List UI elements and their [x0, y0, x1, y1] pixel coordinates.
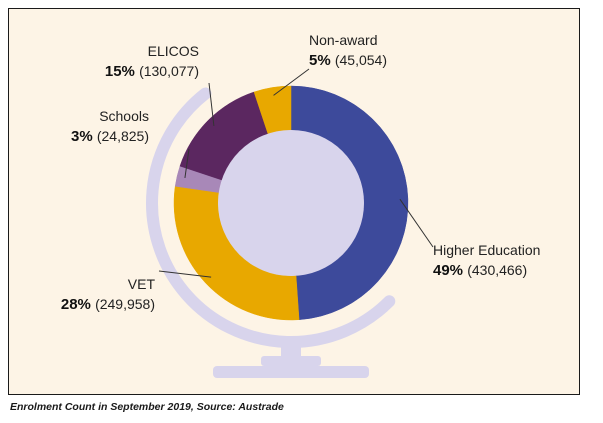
leader-line-elicos	[208, 82, 215, 127]
label-count-higher-education: (430,466)	[467, 262, 527, 278]
donut-slices	[173, 85, 409, 321]
label-count-vet: (249,958)	[95, 296, 155, 312]
leader-line-non-award	[273, 68, 310, 96]
globe-meridian-arc	[146, 87, 396, 348]
chart-frame: Higher Education 49% (430,466) VET 28% (249…	[8, 8, 580, 395]
label-name-schools: Schools	[99, 108, 149, 124]
label-name-higher-education: Higher Education	[433, 242, 540, 258]
leader-line-schools	[184, 148, 190, 178]
leader-line-vet	[158, 270, 212, 278]
label-value-elicos: 15% (130,077)	[105, 63, 199, 80]
label-value-higher-education: 49% (430,466)	[433, 262, 527, 279]
globe-neck	[261, 356, 321, 366]
label-name-elicos: ELICOS	[148, 43, 199, 59]
label-percent-elicos: 15%	[105, 63, 139, 80]
chart-caption: Enrolment Count in September 2019, Sourc…	[10, 401, 284, 413]
globe-base	[213, 366, 369, 378]
label-percent-higher-education: 49%	[433, 262, 467, 279]
globe-stem	[281, 337, 301, 359]
donut-center	[218, 130, 364, 276]
label-count-schools: (24,825)	[97, 128, 149, 144]
globe-stand	[146, 87, 396, 378]
label-percent-non-award: 5%	[309, 52, 335, 69]
label-name-vet: VET	[128, 276, 156, 292]
label-value-schools: 3% (24,825)	[71, 128, 149, 145]
label-value-vet: 28% (249,958)	[61, 296, 155, 313]
leader-line-higher-education	[399, 198, 434, 248]
label-percent-vet: 28%	[61, 296, 95, 313]
label-count-non-award: (45,054)	[335, 52, 387, 68]
slice-labels: Higher Education 49% (430,466) VET 28% (249…	[61, 32, 541, 313]
label-name-non-award: Non-award	[309, 32, 377, 48]
label-count-elicos: (130,077)	[139, 63, 199, 79]
leader-lines	[158, 68, 434, 278]
label-value-non-award: 5% (45,054)	[309, 52, 387, 69]
label-percent-schools: 3%	[71, 128, 97, 145]
donut-chart: Higher Education 49% (430,466) VET 28% (249…	[61, 32, 541, 378]
